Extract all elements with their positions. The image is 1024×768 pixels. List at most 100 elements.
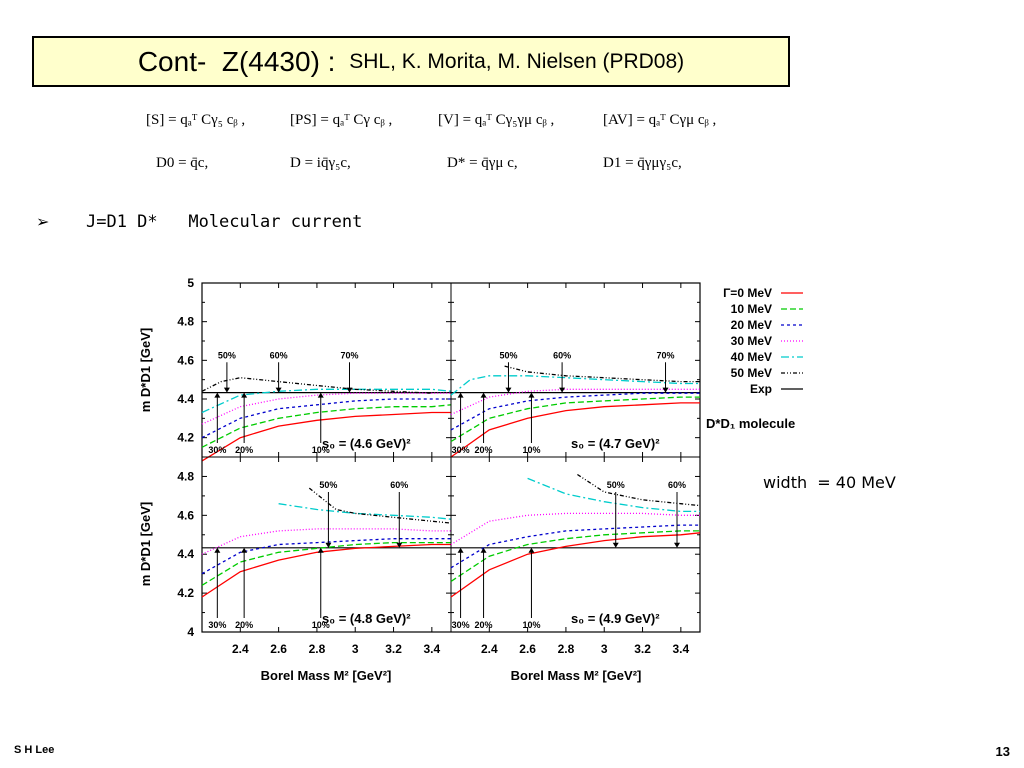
- upper-arrowhead: [346, 387, 353, 393]
- equation-ps: [PS] = qₐᵀ Cγ cᵦ ,: [290, 112, 393, 128]
- lower-arrowhead: [241, 547, 248, 553]
- lower-arrow-label: 20%: [475, 620, 493, 630]
- y-tick-label: 4.8: [177, 469, 194, 483]
- legend-label: Γ=0 MeV: [723, 286, 772, 300]
- equation-v: [V] = qₐᵀ Cγ₅γμ cᵦ ,: [438, 112, 555, 128]
- lower-arrow-label: 20%: [235, 445, 253, 455]
- x-tick-label: 3: [352, 642, 359, 656]
- x-tick-label: 3.4: [424, 642, 441, 656]
- lower-arrow-label: 10%: [522, 445, 540, 455]
- legend-label: 40 MeV: [731, 350, 772, 364]
- series-line-3: [450, 512, 700, 546]
- x-tick-label: 2.8: [309, 642, 326, 656]
- panel-2: [450, 282, 701, 458]
- series-line-5: [201, 377, 432, 394]
- series-line-2: [201, 538, 451, 575]
- lower-arrow-label: 20%: [475, 445, 493, 455]
- lower-arrowhead: [214, 392, 221, 398]
- lower-arrowhead: [317, 392, 324, 398]
- panel-4: [450, 456, 701, 633]
- upper-arrow-label: 60%: [390, 480, 408, 490]
- series-line-4: [201, 388, 452, 414]
- y-tick-label: 4.6: [177, 353, 194, 367]
- s0-label: s₀ = (4.9 GeV)²: [571, 611, 660, 626]
- bullet-arrow-icon: ➢: [36, 214, 50, 231]
- upper-arrowhead: [396, 542, 403, 548]
- equation-dstar: D* = q̄γμ c,: [447, 155, 518, 171]
- lower-arrow-label: 30%: [208, 445, 226, 455]
- series-line-1: [201, 404, 452, 448]
- lower-arrowhead: [457, 392, 464, 398]
- legend-label: 10 MeV: [731, 302, 772, 316]
- lower-arrowhead: [241, 392, 248, 398]
- lower-arrow-label: 20%: [235, 620, 253, 630]
- upper-arrow-label: 50%: [218, 350, 236, 360]
- y-tick-label: 4.8: [177, 315, 194, 329]
- s0-label: s₀ = (4.6 GeV)²: [322, 436, 411, 451]
- upper-arrowhead: [612, 542, 619, 548]
- equation-s: [S] = qₐᵀ Cγ₅ cᵦ ,: [146, 112, 246, 128]
- panel-1: [201, 282, 452, 462]
- lower-arrowhead: [528, 392, 535, 398]
- x-tick-label: 2.6: [519, 642, 536, 656]
- title-box: Cont- Z(4430) : SHL, K. Morita, M. Niels…: [32, 36, 790, 87]
- series-line-5: [577, 473, 701, 507]
- upper-arrow-label: 50%: [499, 350, 517, 360]
- lower-arrowhead: [480, 392, 487, 398]
- series-line-3: [201, 528, 451, 555]
- lower-arrow-label: 30%: [208, 620, 226, 630]
- panel-frame: [201, 282, 452, 458]
- series-line-4: [278, 503, 452, 520]
- s0-label: s₀ = (4.7 GeV)²: [571, 436, 660, 451]
- y-axis-label: m D*D1 [GeV]: [138, 328, 153, 413]
- x-tick-label: 3.2: [634, 642, 651, 656]
- x-tick-label: 3: [601, 642, 608, 656]
- lower-arrow-label: 10%: [312, 445, 330, 455]
- lower-arrowhead: [214, 547, 221, 553]
- upper-arrow-label: 70%: [657, 350, 675, 360]
- upper-arrowhead: [505, 387, 512, 393]
- legend-label: Exp: [750, 382, 772, 396]
- series-line-3: [450, 388, 700, 416]
- upper-arrowhead: [325, 542, 332, 548]
- upper-arrow-label: 70%: [340, 350, 358, 360]
- series-line-4: [527, 477, 700, 513]
- series-line-1: [201, 541, 451, 586]
- upper-arrow-label: 60%: [553, 350, 571, 360]
- upper-arrow-label: 60%: [270, 350, 288, 360]
- page-number: 13: [995, 744, 1010, 759]
- molecule-label: D*D₁ molecule: [706, 416, 795, 431]
- x-axis-label: Borel Mass M² [GeV²]: [511, 668, 642, 683]
- equation-d0: D0 = q̄c,: [156, 155, 209, 171]
- x-tick-label: 2.8: [558, 642, 575, 656]
- series-line-5: [504, 365, 700, 383]
- y-tick-label: 4.4: [177, 547, 194, 561]
- slide-subtitle: SHL, K. Morita, M. Nielsen (PRD08): [349, 49, 685, 73]
- series-line-2: [450, 392, 700, 431]
- legend-label: 50 MeV: [731, 366, 772, 380]
- lower-arrowhead: [457, 547, 464, 553]
- bullet-text: J=D1 D* Molecular current: [86, 212, 363, 232]
- lower-arrow-label: 30%: [452, 445, 470, 455]
- lower-arrowhead: [317, 547, 324, 553]
- series-line-5: [308, 487, 452, 524]
- upper-arrowhead: [223, 387, 230, 393]
- equation-av: [AV] = qₐᵀ Cγμ cᵦ ,: [603, 112, 717, 128]
- s0-label: s₀ = (4.8 GeV)²: [322, 611, 411, 626]
- upper-arrow-label: 60%: [668, 480, 686, 490]
- y-tick-label: 4.6: [177, 508, 194, 522]
- footer-author: S H Lee: [14, 744, 55, 756]
- upper-arrowhead: [662, 387, 669, 393]
- series-line-1: [450, 530, 700, 582]
- upper-arrowhead: [674, 542, 681, 548]
- series-line-0: [450, 402, 700, 458]
- series-line-3: [201, 392, 451, 425]
- lower-arrow-label: 10%: [522, 620, 540, 630]
- x-axis-label: Borel Mass M² [GeV²]: [261, 668, 392, 683]
- y-tick-label: 4: [187, 625, 194, 639]
- legend-label: 20 MeV: [731, 318, 772, 332]
- lower-arrow-label: 10%: [312, 620, 330, 630]
- x-tick-label: 3.2: [385, 642, 402, 656]
- upper-arrowhead: [559, 387, 566, 393]
